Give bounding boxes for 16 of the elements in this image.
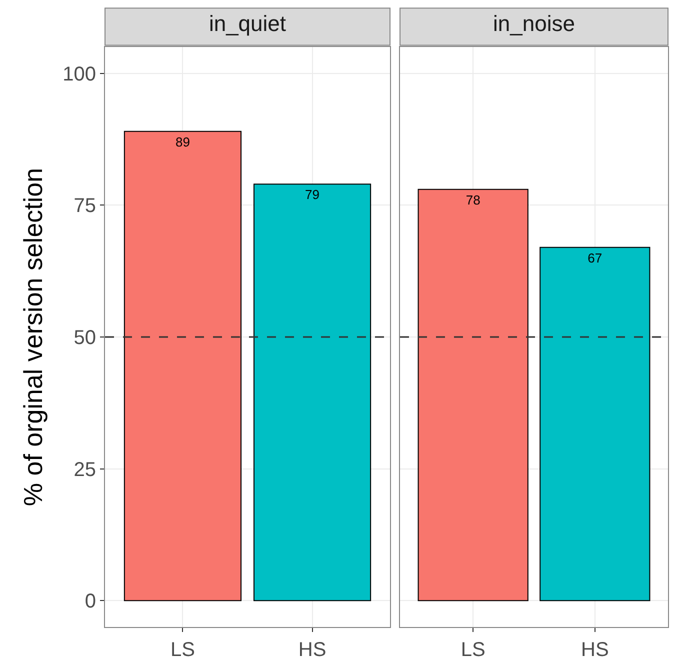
x-tick-label: LS xyxy=(460,639,486,659)
x-tick-label: LS xyxy=(170,639,195,659)
y-tick-label: 75 xyxy=(74,195,96,218)
y-tick-label: 0 xyxy=(84,590,96,613)
data-label: 79 xyxy=(305,187,320,202)
x-tick-label: HS xyxy=(298,639,326,659)
x-tick-label: HS xyxy=(581,639,609,659)
y-axis-title: % of orginal version selection xyxy=(18,168,48,506)
chart-title: in_quiet xyxy=(208,11,286,36)
y-tick-label: 25 xyxy=(74,458,96,481)
y-tick-label: 100 xyxy=(62,63,96,86)
data-label: 67 xyxy=(588,250,602,266)
y-tick-label: 50 xyxy=(74,327,96,349)
chart-title: in_noise xyxy=(493,11,575,36)
data-label: 89 xyxy=(175,134,190,150)
data-label: 78 xyxy=(466,192,480,208)
